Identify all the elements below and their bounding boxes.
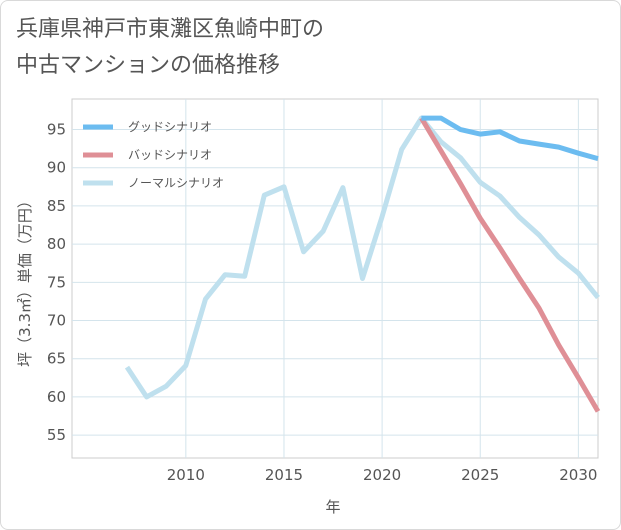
y-tick-label: 65 [47,350,66,368]
plot-area [71,98,601,459]
y-tick-label: 70 [47,312,66,330]
series-lines [124,115,601,413]
x-axis-title: 年 [325,498,340,516]
legend-label-good: グッドシナリオ [128,120,212,134]
chart-title-line-1: 兵庫県神戸市東灘区魚崎中町の [16,17,325,42]
y-axis-title: 坪（3.3㎡）単価（万円） [16,193,34,367]
y-tick-label: 80 [47,235,66,253]
x-tick-label: 2030 [559,466,597,484]
y-tick-label: 90 [47,159,66,177]
x-tick-label: 2015 [265,466,303,484]
x-tick-label: 2020 [363,466,401,484]
x-tick-label: 2025 [461,466,499,484]
x-tick-label: 2010 [167,466,205,484]
y-tick-label: 85 [47,197,66,215]
y-tick-label: 95 [47,121,66,139]
series-line-good [421,115,599,162]
chart-title: 兵庫県神戸市東灘区魚崎中町の 中古マンションの価格推移 [16,12,324,84]
legend-label-normal: ノーマルシナリオ [128,176,224,190]
y-tick-label: 60 [47,388,66,406]
y-tick-label: 55 [47,426,66,444]
plot-background [71,98,599,459]
x-axis-ticks: 2010 2015 2020 2025 2030 [167,466,598,484]
y-tick-label: 75 [47,273,66,291]
legend-label-bad: バッドシナリオ [128,148,212,162]
chart-title-line-2: 中古マンションの価格推移 [16,53,281,78]
series-line-bad [419,116,601,413]
grid-lines [72,99,598,458]
y-axis-ticks: 55 60 65 70 75 80 85 90 95 [47,121,66,445]
series-line-normal [124,115,600,400]
